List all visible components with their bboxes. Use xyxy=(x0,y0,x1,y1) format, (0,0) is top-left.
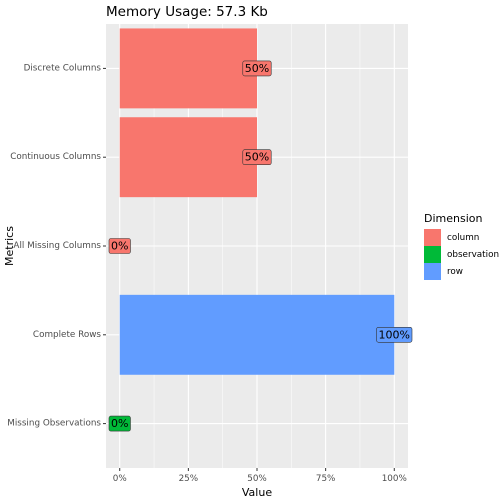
x-tick-label: 0% xyxy=(113,474,127,484)
bar xyxy=(119,294,395,375)
y-tick-label: Discrete Columns xyxy=(24,63,102,73)
x-axis: 0% 25% 50% 75% 100% xyxy=(113,468,407,484)
value-label-box xyxy=(376,326,413,343)
x-tick-label: 50% xyxy=(247,474,267,484)
legend-label: column xyxy=(447,233,479,243)
bars xyxy=(119,28,395,375)
legend: Dimension column observation row xyxy=(424,212,499,280)
x-axis-title: Value xyxy=(242,486,272,499)
chart-title: Memory Usage: 57.3 Kb xyxy=(106,4,268,20)
y-tick-label: All Missing Columns xyxy=(13,241,101,251)
value-label: 0% xyxy=(108,415,131,432)
legend-key xyxy=(424,263,441,280)
bar xyxy=(119,117,258,198)
legend-title: Dimension xyxy=(424,212,482,225)
value-label: 50% xyxy=(242,60,272,77)
value-label: 100% xyxy=(376,326,413,343)
value-labels: 50% 50% 0% 100% 0% xyxy=(108,60,413,432)
x-tick-label: 25% xyxy=(179,474,199,484)
legend-key xyxy=(424,229,441,246)
legend-key xyxy=(424,246,441,263)
y-tick-label: Continuous Columns xyxy=(10,152,101,162)
y-axis-title: Metrics xyxy=(3,226,16,266)
value-label-text: 0% xyxy=(111,240,128,253)
value-label: 0% xyxy=(108,238,131,254)
value-label-box xyxy=(242,60,272,77)
bar xyxy=(119,28,258,109)
x-tick-label: 100% xyxy=(382,474,407,484)
value-label-text: 0% xyxy=(111,417,128,430)
value-label-text: 50% xyxy=(245,151,269,164)
value-label: 50% xyxy=(242,149,272,165)
legend-label: observation xyxy=(447,250,499,260)
value-label-text: 100% xyxy=(379,328,410,341)
value-label-box xyxy=(242,149,272,165)
y-tick-label: Complete Rows xyxy=(33,330,101,340)
legend-label: row xyxy=(447,267,463,277)
value-label-box xyxy=(108,415,131,432)
x-tick-label: 75% xyxy=(316,474,336,484)
value-label-box xyxy=(108,238,131,254)
y-tick-label: Missing Observations xyxy=(7,419,101,429)
value-label-text: 50% xyxy=(245,62,269,75)
y-axis: Discrete Columns Continuous Columns All Mi… xyxy=(7,63,106,429)
